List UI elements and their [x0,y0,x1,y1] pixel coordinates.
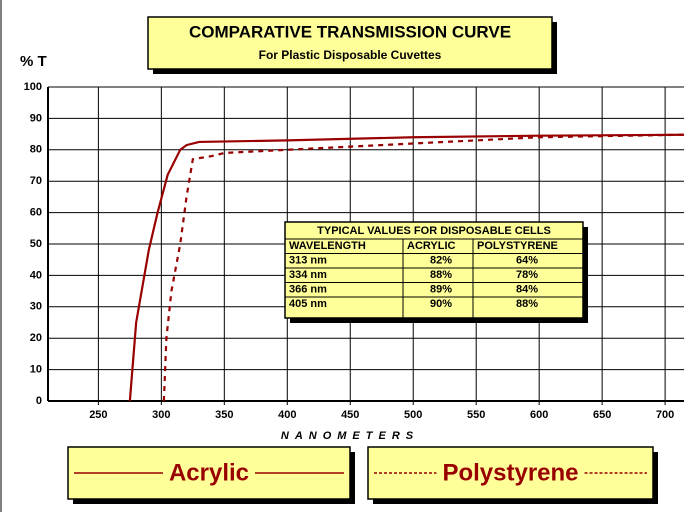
chart-title: COMPARATIVE TRANSMISSION CURVE [189,22,511,41]
table-cell: 89% [430,283,452,295]
x-tick-label: 700 [656,409,674,421]
x-tick-label: 250 [89,409,107,421]
table-cell: 90% [430,298,452,310]
table-box [284,221,584,319]
table-cell: 313 nm [289,254,327,266]
table-header: ACRYLIC [407,240,456,252]
y-tick-label: 90 [30,112,42,124]
x-tick-label: 450 [341,409,359,421]
chart-subtitle: For Plastic Disposable Cuvettes [259,48,442,62]
table-cell: 366 nm [289,283,327,295]
table-cell: 334 nm [289,269,327,281]
x-tick-label: 300 [152,409,170,421]
y-tick-label: 70 [30,175,42,187]
series-line [128,133,684,402]
x-tick-label: 650 [593,409,611,421]
x-tick-label: 500 [404,409,422,421]
table-cell: 88% [516,298,538,310]
y-axis-label: % T [20,53,47,70]
y-tick-label: 10 [30,364,42,376]
x-tick-label: 600 [530,409,548,421]
x-tick-label: 350 [215,409,233,421]
table-cell: 78% [516,269,538,281]
legend-label: Polystyrene [442,459,578,486]
y-tick-label: 50 [30,238,42,250]
table-cell: 405 nm [289,298,327,310]
table-cell: 64% [516,254,538,266]
x-axis-label: NANOMETERS [281,430,419,442]
table-cell: 88% [430,269,452,281]
table-cell: 82% [430,254,452,266]
table-cell: 84% [516,283,538,295]
table-header: POLYSTYRENE [477,240,558,252]
table-header: WAVELENGTH [289,240,366,252]
y-tick-label: 100 [24,81,42,93]
table-title: TYPICAL VALUES FOR DISPOSABLE CELLS [317,225,551,237]
series-line [162,133,684,402]
y-tick-label: 20 [30,332,42,344]
legend-label: Acrylic [169,459,249,486]
y-tick-label: 40 [30,269,42,281]
x-tick-label: 550 [467,409,485,421]
y-tick-label: 0 [36,395,42,407]
title-box [147,16,553,70]
y-tick-label: 60 [30,207,42,219]
y-tick-label: 80 [30,144,42,156]
y-tick-label: 30 [30,301,42,313]
x-tick-label: 400 [278,409,296,421]
